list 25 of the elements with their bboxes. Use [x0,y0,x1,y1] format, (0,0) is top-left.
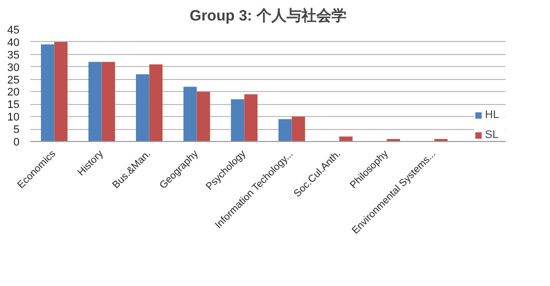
bar [230,99,244,142]
y-tick-label: 25 [7,74,20,86]
bar [40,44,54,142]
y-tick-label: 45 [7,24,20,36]
bar [183,86,197,142]
y-tick-label: 5 [13,124,20,136]
y-tick-label: 10 [7,112,20,124]
y-tick-label: 30 [7,62,20,74]
chart-title: Group 3: 个人与社会学 [190,8,346,24]
bar [292,116,306,142]
y-tick-label: 15 [7,99,20,112]
legend-label: HL [485,109,500,121]
bar [244,94,258,142]
bar [149,64,163,142]
bar [196,92,210,142]
y-tick-label: 40 [7,36,20,49]
bar [88,62,102,142]
y-tick-label: 0 [13,136,20,148]
y-tick-label: 35 [7,49,20,62]
bar [136,74,150,142]
bar [278,119,292,142]
legend-label: SL [485,129,500,141]
bar [102,62,116,142]
bar [54,42,68,142]
y-tick-label: 20 [7,86,20,99]
